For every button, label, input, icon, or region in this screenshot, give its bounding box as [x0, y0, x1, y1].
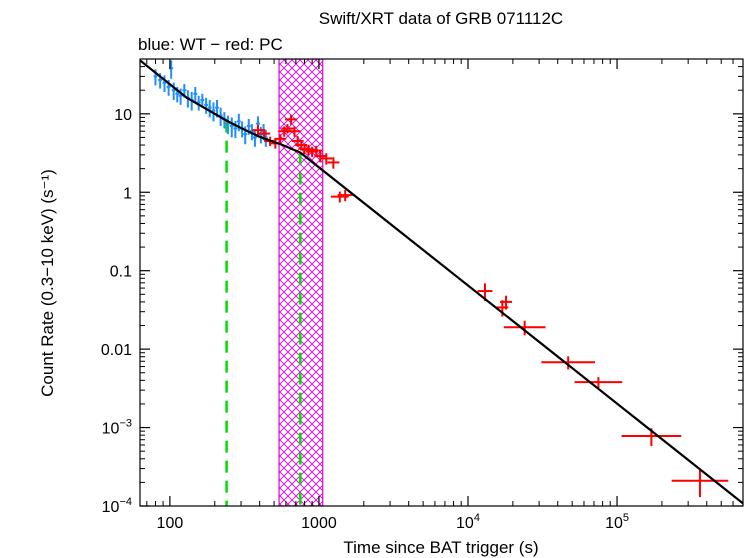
wt-data-point	[196, 95, 201, 111]
pc-data-point	[320, 153, 333, 165]
x-axis-label: Time since BAT trigger (s)	[343, 538, 538, 557]
wt-data-point	[178, 88, 183, 105]
y-axis-label: Count Rate (0.3−10 keV) (s⁻¹)	[38, 169, 57, 397]
wt-data-point	[200, 93, 205, 108]
y-tick-label: 0.1	[110, 264, 132, 281]
model-fit-line	[140, 59, 743, 505]
pc-data-point	[288, 126, 301, 137]
wt-data-point	[171, 82, 176, 101]
wt-data-point	[253, 130, 257, 147]
pc-data-point	[314, 150, 327, 163]
pc-data-point	[337, 189, 353, 202]
wt-data-point	[236, 113, 241, 132]
wt-data-point	[204, 97, 209, 114]
wt-data-point	[162, 75, 167, 92]
x-tick-label: 104	[456, 512, 480, 532]
pc-data-point	[500, 295, 513, 310]
chart-subtitle: blue: WT − red: PC	[138, 35, 283, 54]
x-tick-label: 1000	[301, 515, 337, 532]
y-tick-label: 10−4	[102, 496, 132, 516]
wt-data-point	[225, 115, 230, 135]
pc-data-point	[252, 125, 264, 137]
wt-data-point	[193, 86, 198, 103]
pc-data-point	[281, 124, 294, 134]
wt-data-point	[229, 117, 234, 138]
y-tick-label: 1	[123, 185, 132, 202]
pc-data-point	[285, 114, 298, 125]
pc-data-point	[503, 320, 546, 336]
pc-data-point	[274, 134, 287, 145]
pc-data-point	[258, 129, 271, 139]
pc-data-point	[671, 469, 729, 498]
pc-data-point	[541, 356, 595, 370]
wt-data-point	[207, 100, 212, 118]
y-tick-label: 0.01	[101, 342, 132, 359]
x-tick-label: 100	[157, 515, 184, 532]
pc-data-point	[574, 377, 623, 388]
y-tick-label: 10	[114, 107, 132, 124]
y-tick-label: 10−3	[102, 418, 132, 438]
wt-data-point	[233, 121, 238, 139]
x-tick-label: 105	[605, 512, 629, 532]
pc-data-point	[327, 157, 340, 169]
chart-title: Swift/XRT data of GRB 071112C	[319, 9, 563, 28]
